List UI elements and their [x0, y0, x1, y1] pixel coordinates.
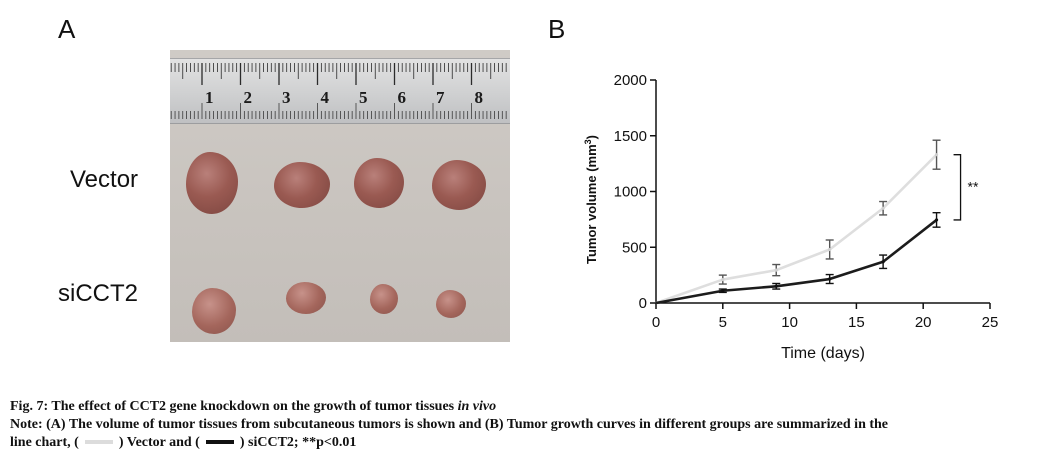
- tumor-vector-4: [432, 160, 486, 210]
- ruler-number: 8: [475, 88, 484, 107]
- tumor-vector-2: [274, 162, 330, 208]
- chart-axes: 0 500 1000 1500 2000 0 5 10 15 20 25: [614, 72, 999, 331]
- legend-swatch-sicct2: [205, 439, 234, 444]
- series-line-sicct2: [655, 218, 938, 305]
- x-tick-label: 15: [848, 314, 865, 331]
- ruler-number: 5: [359, 88, 368, 107]
- x-tick-label: 25: [982, 314, 999, 331]
- data-point-sicct2: [828, 277, 832, 281]
- caption-note-line-2: line chart, () Vector and () siCCT2; **p…: [10, 435, 357, 450]
- ruler-number: 3: [282, 88, 291, 107]
- chart-plot: [655, 139, 962, 305]
- data-point-sicct2: [934, 218, 939, 222]
- group-label-vector: Vector: [70, 166, 139, 193]
- tumor-sicct2-3: [370, 284, 398, 314]
- tumor-sicct2-4: [436, 290, 466, 318]
- data-point-vector: [774, 268, 778, 272]
- y-axis-label-superscript: 3: [583, 139, 593, 144]
- ruler-scale: 1 2 3 4 5 6 7 8: [170, 63, 507, 119]
- y-tick-label: 0: [639, 295, 647, 312]
- x-tick-label: 20: [915, 314, 932, 331]
- legend-swatch-vector: [84, 439, 113, 444]
- series-line-vector: [655, 153, 938, 305]
- tumor-vector-3: [354, 158, 404, 208]
- x-tick-label: 10: [781, 314, 798, 331]
- data-point-sicct2: [881, 260, 885, 264]
- data-point-sicct2: [721, 289, 725, 293]
- figure-caption: Fig. 7: The effect of CCT2 gene knockdow…: [10, 398, 1055, 452]
- ruler-number: 7: [436, 88, 445, 107]
- ruler-number: 1: [205, 88, 214, 107]
- y-tick-label: 1000: [614, 184, 647, 201]
- ruler-number: 6: [398, 88, 407, 107]
- panel-letter-b: B: [548, 14, 566, 44]
- y-tick-label: 1500: [614, 128, 647, 145]
- x-tick-label: 0: [652, 314, 660, 331]
- ruler-number: 4: [321, 88, 330, 107]
- y-tick-label: 2000: [614, 72, 647, 89]
- data-point-vector: [934, 153, 939, 157]
- panel-letter-a: A: [58, 14, 76, 44]
- y-tick-label: 500: [622, 239, 647, 256]
- significance-bracket: [953, 154, 962, 221]
- data-point-sicct2: [774, 284, 778, 288]
- data-point-vector: [721, 277, 725, 282]
- data-point-vector: [828, 247, 832, 252]
- x-axis-label: Time (days): [781, 345, 865, 362]
- data-point-vector: [881, 206, 885, 210]
- caption-note-line-1: Note: (A) The volume of tumor tissues fr…: [10, 417, 889, 432]
- ruler-number: 2: [244, 88, 253, 107]
- y-axis-label: Tumor volume (mm3): [583, 135, 599, 264]
- tumor-vector-1: [186, 152, 238, 214]
- tumor-sicct2-1: [192, 288, 236, 334]
- tumor-growth-chart: 0 500 1000 1500 2000 0 5 10 15 20 25 Tumor volume …: [583, 72, 999, 362]
- group-label-sicct2: siCCT2: [58, 280, 139, 307]
- x-tick-label: 5: [719, 314, 727, 331]
- caption-title: Fig. 7: The effect of CCT2 gene knockdow…: [10, 399, 497, 414]
- tumor-sicct2-2: [286, 282, 326, 314]
- tumor-photo: 1 2 3 4 5 6 7 8: [170, 50, 510, 342]
- significance-annotation: **: [968, 178, 979, 194]
- ruler: 1 2 3 4 5 6 7 8: [170, 58, 510, 124]
